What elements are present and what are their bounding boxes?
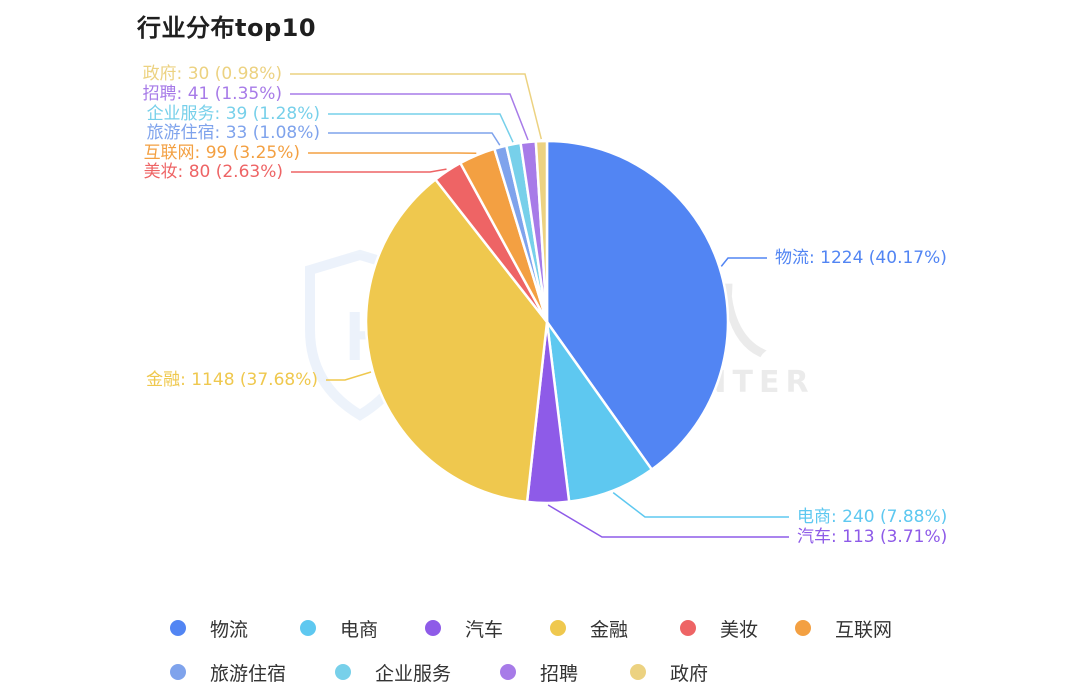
slice-label-10: 政府: 30 (0.98%) [143,64,282,84]
legend-swatch [550,620,566,636]
legend-item-2[interactable]: 电商 [300,615,425,642]
label-leader-line-10 [290,73,543,140]
legend-item-10[interactable]: 政府 [630,659,760,686]
legend-label: 政府 [670,662,709,685]
legend-label: 金融 [590,618,629,641]
legend-swatch [335,664,351,680]
legend-swatch [630,664,646,680]
legend-swatch [170,620,186,636]
legend-item-3[interactable]: 汽车 [425,615,550,642]
legend-swatch [680,620,696,636]
slice-label-6: 互联网: 99 (3.25%) [144,143,300,163]
legend-label: 汽车 [465,618,504,641]
slice-label-7: 旅游住宿: 33 (1.08%) [147,123,320,143]
pie-slice-1[interactable] [545,139,730,472]
label-leader-line-8 [328,113,514,143]
slice-label-1: 物流: 1224 (40.17%) [775,248,947,268]
legend-label: 企业服务 [375,662,452,685]
label-leader-line-7 [328,132,501,146]
legend-label: 旅游住宿 [210,662,287,685]
legend-item-8[interactable]: 企业服务 [335,659,500,686]
legend-item-9[interactable]: 招聘 [500,659,630,686]
legend-row-1: 物流 电商 汽车 金融 美妆 互联网 [170,613,925,643]
label-leader-line-3 [547,504,789,538]
label-leader-line-2 [612,492,789,518]
legend-item-7[interactable]: 旅游住宿 [170,659,335,686]
slice-label-3: 汽车: 113 (3.71%) [797,527,947,547]
pie-labels: 物流: 1224 (40.17%) 电商: 240 (7.88%)汽车: 113 … [143,64,948,547]
legend-label: 美妆 [720,618,759,641]
legend-label: 物流 [210,618,249,641]
legend-label: 招聘 [540,662,579,685]
legend-item-4[interactable]: 金融 [550,615,680,642]
pie-slice-10[interactable] [534,139,549,323]
label-leader-line-9 [290,93,529,141]
pie-slice-4[interactable] [364,177,549,504]
legend-row-2: 旅游住宿 企业服务 招聘 政府 [170,657,760,687]
slice-label-4: 金融: 1148 (37.68%) [146,370,318,390]
label-leader-line-1 [720,257,767,267]
legend-swatch [425,620,441,636]
slice-label-2: 电商: 240 (7.88%) [797,507,947,527]
legend-label: 电商 [340,618,379,641]
legend-item-1[interactable]: 物流 [170,615,300,642]
legend-swatch [500,664,516,680]
pie-slices [364,139,730,505]
label-leader-line-5 [291,168,447,173]
chart-title: 行业分布top10 [137,14,317,42]
slice-label-5: 美妆: 80 (2.63%) [144,162,283,182]
legend-swatch [170,664,186,680]
legend-swatch [795,620,811,636]
legend-swatch [300,620,316,636]
legend-item-5[interactable]: 美妆 [680,615,795,642]
legend-label: 互联网 [835,618,893,641]
slice-label-8: 企业服务: 39 (1.28%) [147,104,320,124]
slice-label-9: 招聘: 41 (1.35%) [143,84,282,104]
label-leader-line-4 [326,371,372,381]
legend-item-6[interactable]: 互联网 [795,615,925,642]
